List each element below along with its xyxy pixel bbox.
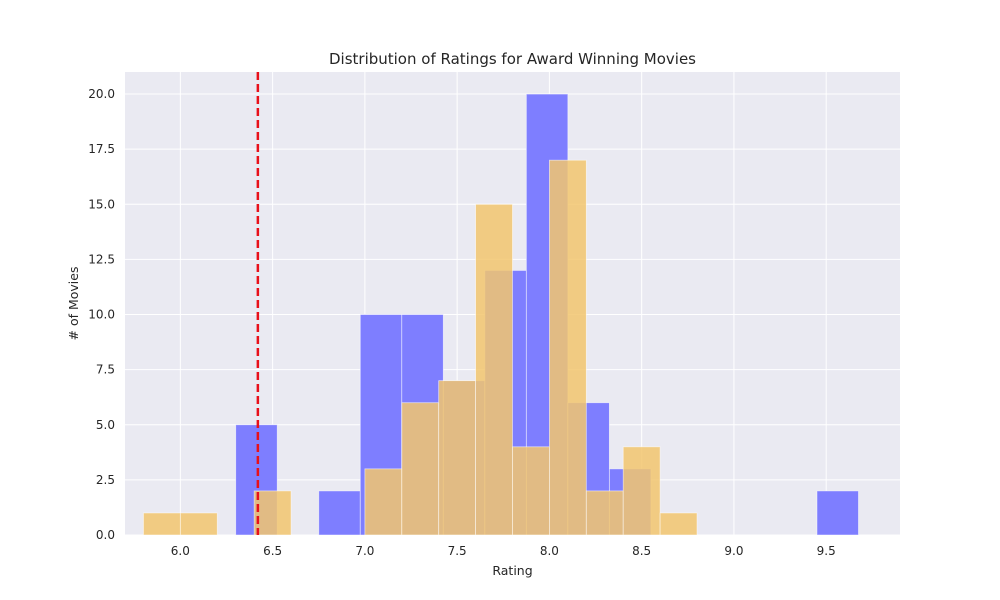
x-tick-label: 6.0	[171, 544, 190, 558]
histogram-bar	[475, 203, 513, 536]
y-axis-label: # of Movies	[66, 267, 81, 341]
x-axis-label: Rating	[492, 563, 532, 578]
histogram-bar	[179, 512, 218, 536]
histogram-bar	[659, 512, 698, 536]
histogram-bar	[364, 468, 403, 536]
y-tick-label: 15.0	[88, 197, 115, 211]
x-tick-label: 8.5	[632, 544, 651, 558]
histogram-bar	[585, 490, 624, 536]
y-tick-label: 10.0	[88, 308, 115, 322]
y-tick-labels: 0.0 2.5 5.0 7.5 10.0 12.5 15.0 17.5 20.0	[88, 87, 115, 542]
y-tick-label: 17.5	[88, 142, 115, 156]
histogram-bar	[318, 490, 361, 536]
histogram-bar	[622, 446, 661, 536]
x-tick-label: 8.0	[540, 544, 559, 558]
histogram-bar	[253, 490, 292, 536]
histogram-bar	[143, 512, 181, 536]
y-tick-label: 7.5	[96, 363, 115, 377]
histogram-bar	[401, 402, 440, 536]
x-tick-labels: 6.0 6.5 7.0 7.5 8.0 8.5 9.0 9.5	[171, 544, 836, 558]
y-tick-label: 20.0	[88, 87, 115, 101]
y-tick-label: 5.0	[96, 418, 115, 432]
x-tick-label: 7.0	[355, 544, 374, 558]
x-tick-label: 9.5	[817, 544, 836, 558]
y-tick-label: 0.0	[96, 528, 115, 542]
histogram-bars	[143, 93, 859, 536]
x-tick-label: 9.0	[724, 544, 743, 558]
y-tick-label: 2.5	[96, 473, 115, 487]
x-tick-label: 7.5	[448, 544, 467, 558]
chart-title: Distribution of Ratings for Award Winnin…	[329, 50, 696, 68]
x-tick-label: 6.5	[263, 544, 282, 558]
histogram-bar	[438, 380, 476, 536]
histogram-bar	[549, 159, 587, 536]
y-tick-label: 12.5	[88, 252, 115, 266]
histogram-bar	[512, 446, 550, 536]
histogram-bar	[816, 490, 859, 536]
